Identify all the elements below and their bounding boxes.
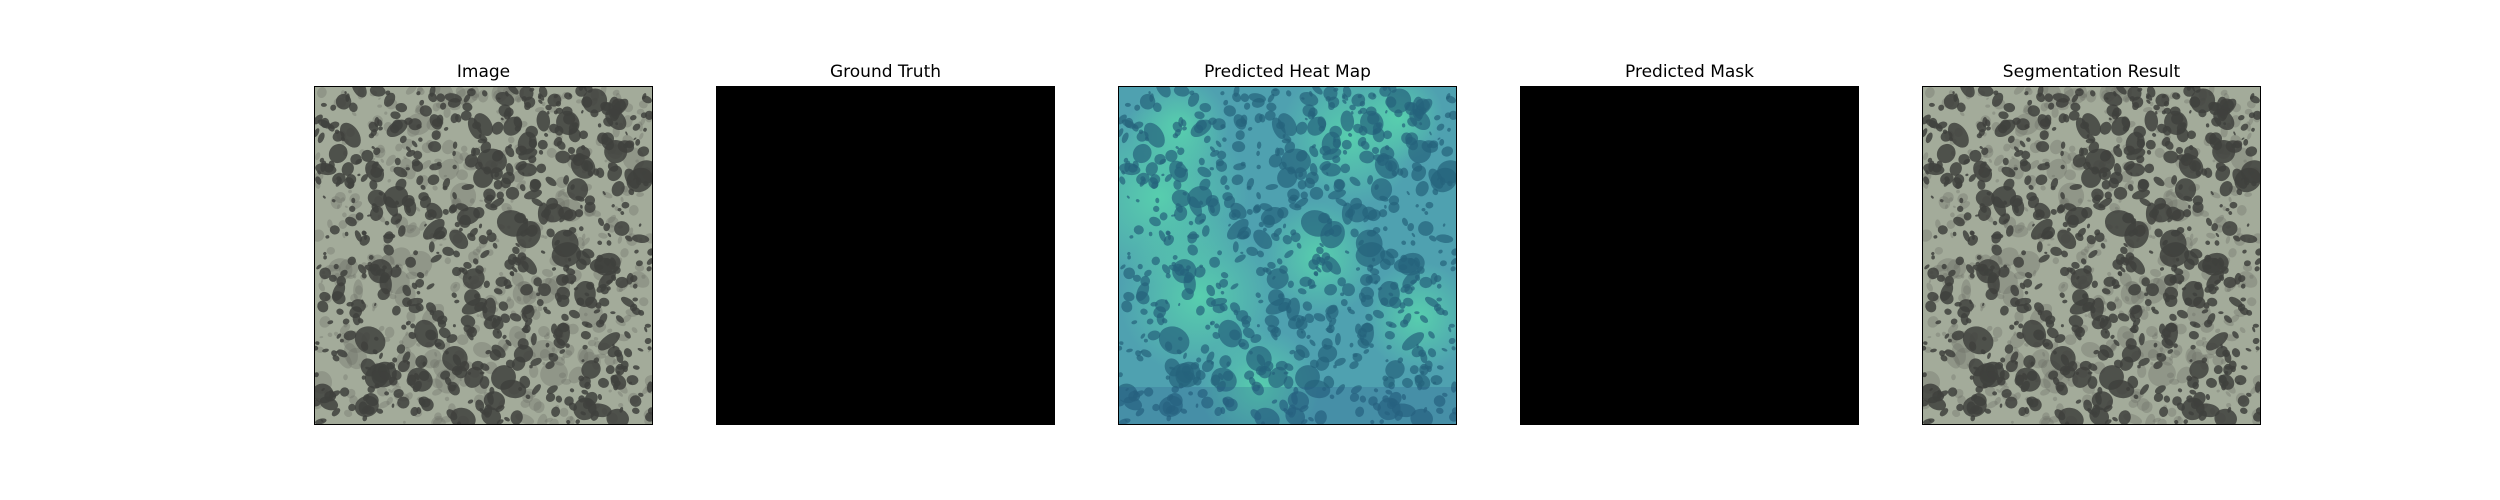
- panel-title-predicted-mask: Predicted Mask: [1625, 62, 1754, 82]
- panel-predicted-mask: Predicted Mask: [1520, 62, 1859, 429]
- image-texture-panel: [314, 86, 653, 425]
- panel-image: Image: [314, 62, 653, 429]
- texture-spots: [1923, 87, 2260, 424]
- segmentation-result: [1922, 86, 2261, 425]
- texture-spots: [1119, 87, 1456, 424]
- heat-map-image: [1119, 87, 1456, 424]
- panel-predicted-heat-map: Predicted Heat Map: [1118, 62, 1457, 429]
- panel-segmentation-result: Segmentation Result: [1922, 62, 2261, 429]
- ground-truth-mask-image: [717, 87, 1054, 424]
- panel-ground-truth: Ground Truth: [716, 62, 1055, 429]
- ground-truth-mask: [716, 86, 1055, 425]
- panel-title-ground-truth: Ground Truth: [829, 62, 942, 82]
- panel-title-predicted-heat-map: Predicted Heat Map: [1204, 62, 1371, 82]
- segmentation-result-image: [1923, 87, 2260, 424]
- predicted-heat-map: [1118, 86, 1457, 425]
- predicted-mask-image: [1521, 87, 1858, 424]
- texture-spots: [315, 87, 652, 424]
- texture-image: [315, 87, 652, 424]
- predicted-mask: [1520, 86, 1859, 425]
- panel-title-image: Image: [456, 62, 511, 82]
- panel-title-segmentation-result: Segmentation Result: [2002, 62, 2181, 82]
